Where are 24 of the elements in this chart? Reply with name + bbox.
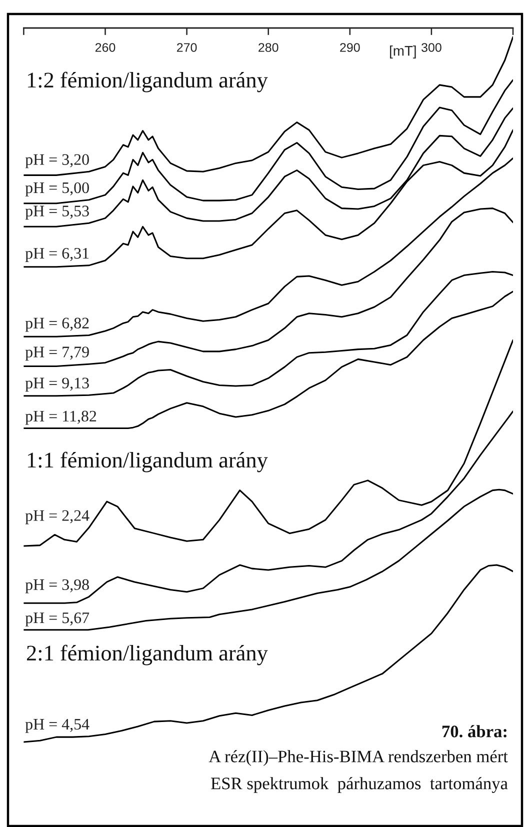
x-tick-label: 300 — [422, 43, 442, 52]
annotation: 1:1 fémion/ligandum arány — [28, 452, 268, 472]
x-tick-label: 280 — [258, 43, 278, 52]
series-label: pH = 11,82 — [25, 410, 96, 425]
series-label: pH = 5,00 — [25, 182, 89, 196]
series-label: pH = 9,13 — [25, 378, 89, 392]
series-label: pH = 4,54 — [25, 718, 90, 733]
text: A réz(II)–Phe-His-BIMA rendszerben mért — [208, 750, 508, 766]
x-tick-label: 260 — [95, 43, 116, 52]
annotation: 70. ábra: — [442, 725, 506, 738]
series-label: pH = 6,82 — [25, 318, 89, 332]
annotation: 1:2 fémion/ligandum arány — [28, 72, 268, 92]
text: ESR spektrumok párhuzamos tartománya — [211, 777, 508, 793]
series-label: pH = 3,98 — [25, 579, 89, 594]
x-tick-label: 270 — [177, 43, 197, 52]
series-label: pH = 6,31 — [25, 248, 89, 262]
series-label: pH = 5,53 — [25, 206, 89, 220]
series-label: pH = 2,24 — [25, 510, 90, 524]
annotation: 2:1 fémion/ligandum arány — [26, 644, 268, 666]
series-label: pH = 5,67 — [25, 612, 90, 626]
series-label: pH = 7,79 — [25, 346, 89, 361]
x-tick-label: 290 — [340, 43, 360, 52]
x-axis-title: [mT] — [390, 46, 416, 58]
series-label: pH = 3,20 — [25, 154, 89, 168]
